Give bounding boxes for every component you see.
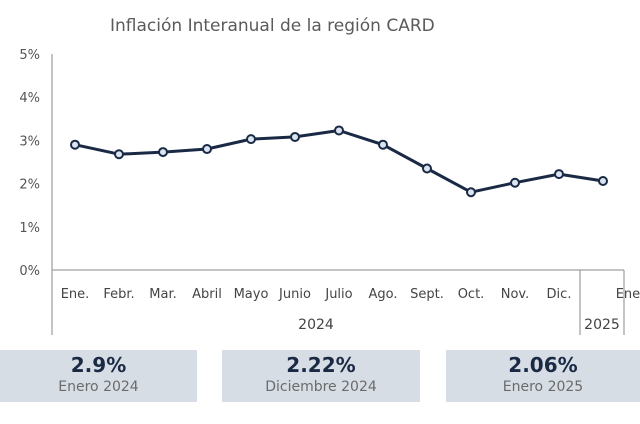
y-tick-label: 5% xyxy=(19,48,40,63)
chart-title: Inflación Interanual de la región CARD xyxy=(110,16,435,36)
x-tick-label: Ene. xyxy=(616,287,640,302)
data-point xyxy=(422,163,432,174)
inflation-series-line xyxy=(73,129,605,194)
year-label: 2025 xyxy=(584,317,620,333)
summary-card-enero-2025: 2.06% Enero 2025 xyxy=(446,350,640,402)
y-tick-label: 1% xyxy=(19,221,40,236)
data-point xyxy=(378,139,388,150)
x-tick-label: Nov. xyxy=(501,287,530,302)
card-value: 2.9% xyxy=(70,353,127,377)
x-tick-label: Dic. xyxy=(547,287,572,302)
data-point xyxy=(246,134,256,145)
card-label: Enero 2024 xyxy=(58,379,139,395)
data-point xyxy=(334,125,344,136)
y-tick-label: 2% xyxy=(19,178,40,193)
data-point xyxy=(158,147,168,158)
x-tick-label: Febr. xyxy=(103,287,134,302)
data-points xyxy=(70,125,608,198)
card-label: Enero 2025 xyxy=(502,379,584,395)
line-chart: Inflación Interanual de la región CARD 0… xyxy=(19,16,640,335)
x-tick-label: Sept. xyxy=(410,287,444,302)
data-point xyxy=(202,144,212,155)
x-tick-label: Junio xyxy=(278,287,311,302)
x-tick-label: Julio xyxy=(324,287,352,302)
data-point xyxy=(70,139,80,150)
card-label: Diciembre 2024 xyxy=(265,379,377,395)
data-point xyxy=(598,176,608,187)
year-labels: 2024 2025 xyxy=(298,317,620,333)
data-point xyxy=(114,149,124,160)
summary-card-enero-2024: 2.9% Enero 2024 xyxy=(0,350,197,402)
x-tick-labels: Ene. Febr. Mar. Abril Mayo Junio Julio Ago. Sept… xyxy=(61,287,640,302)
data-point xyxy=(554,169,564,180)
y-tick-label: 3% xyxy=(19,134,40,149)
x-tick-label: Abril xyxy=(192,287,222,302)
y-tick-label: 4% xyxy=(19,91,40,106)
x-tick-label: Ene. xyxy=(61,287,90,302)
x-tick-label: Mayo xyxy=(234,287,269,302)
x-tick-label: Ago. xyxy=(368,287,397,302)
summary-card-diciembre-2024: 2.22% Diciembre 2024 xyxy=(222,350,420,402)
x-tick-label: Mar. xyxy=(149,287,176,302)
data-point xyxy=(466,187,476,198)
y-tick-labels: 0% 1% 2% 3% 4% 5% xyxy=(19,48,40,279)
data-point xyxy=(510,177,520,188)
data-point xyxy=(290,131,300,142)
card-value: 2.06% xyxy=(508,353,578,377)
card-value: 2.22% xyxy=(286,353,356,377)
year-label: 2024 xyxy=(298,317,334,333)
y-tick-label: 0% xyxy=(19,264,40,279)
x-tick-label: Oct. xyxy=(458,287,485,302)
